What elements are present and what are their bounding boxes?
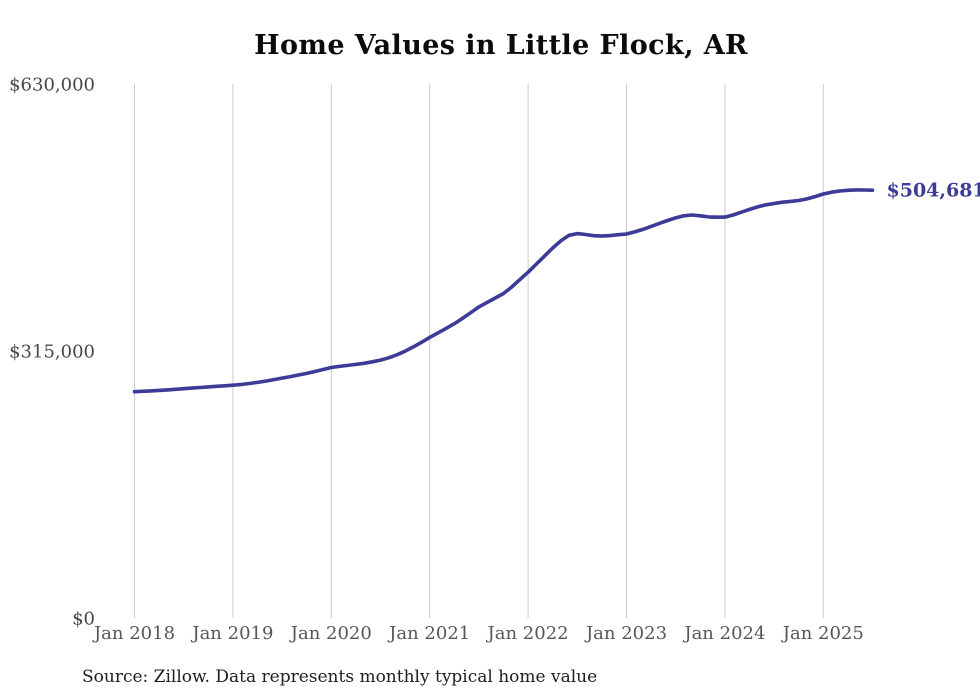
y-tick-label: $0	[72, 609, 95, 630]
y-tick-label: $315,000	[9, 342, 95, 363]
x-tick-label: Jan 2024	[682, 623, 765, 644]
source-note: Source: Zillow. Data represents monthly …	[82, 667, 598, 687]
home-value-line	[132, 188, 875, 394]
end-value-label: $504,681	[887, 180, 980, 202]
y-axis-labels: $630,000 $315,000 $0	[9, 75, 95, 630]
x-tick-label: Jan 2022	[486, 623, 569, 644]
x-tick-label: Jan 2018	[92, 623, 175, 644]
x-tick-label: Jan 2020	[289, 623, 372, 644]
chart-title: Home Values in Little Flock, AR	[254, 30, 748, 61]
y-tick-label: $630,000	[9, 75, 95, 96]
x-tick-label: Jan 2025	[781, 623, 864, 644]
x-tick-label: Jan 2019	[190, 623, 273, 644]
gridlines	[134, 84, 824, 618]
x-tick-label: Jan 2021	[387, 623, 470, 644]
x-axis-labels: Jan 2018 Jan 2019 Jan 2020 Jan 2021 Jan 2022…	[92, 623, 864, 644]
x-tick-label: Jan 2023	[584, 623, 667, 644]
